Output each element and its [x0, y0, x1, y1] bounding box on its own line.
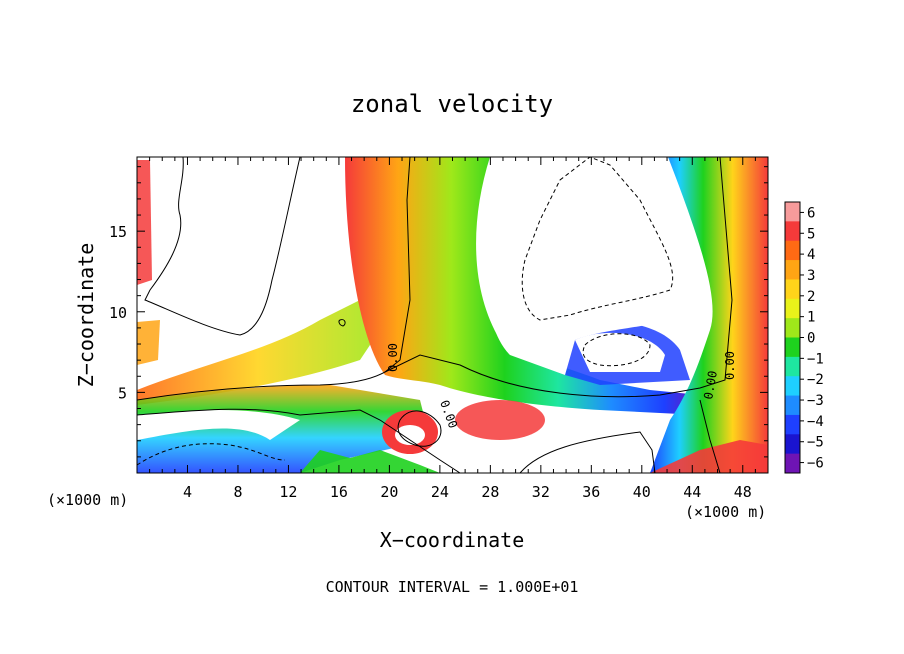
field-band-lower-left-blue [137, 385, 430, 473]
contour-lines [137, 157, 733, 473]
colorbar-tick-label: −5 [807, 435, 824, 451]
contour-lower-right [519, 431, 656, 473]
contour-label: 0.00 [723, 351, 737, 380]
colorbar-swatch [785, 260, 800, 280]
colorbar-swatch [785, 395, 800, 416]
colorbar-swatch [785, 318, 800, 338]
x-tick-label: 8 [233, 483, 242, 501]
field-wedge-left [137, 160, 152, 285]
colorbar-swatch [785, 240, 800, 261]
x-axis: 4 8 12 16 20 24 28 32 36 40 44 48 [149, 157, 756, 501]
colorbar-tick-label: −6 [807, 456, 824, 472]
colorbar-swatch [785, 453, 800, 474]
x-tick-label: 32 [532, 483, 550, 501]
colorbar-swatch [785, 221, 800, 242]
field-bottom-green [300, 450, 440, 473]
colorbar-tick-label: 4 [807, 247, 815, 263]
x-tick-label: 36 [582, 483, 600, 501]
colorbar-swatch [785, 202, 800, 222]
x-unit-label-left: (×1000 m) [47, 491, 128, 509]
contour-zero-band [384, 157, 733, 398]
x-tick-label: 20 [380, 483, 398, 501]
colorbar-swatch [785, 434, 800, 455]
contour-zero-main [137, 157, 411, 401]
colorbar-swatch [785, 414, 800, 435]
colorbar-tick-label: −4 [807, 414, 824, 430]
contour-zero-loop [397, 410, 442, 447]
colorbar-tick-label: 1 [807, 310, 815, 326]
field-jet-central [345, 157, 700, 415]
field-band-lower-left [137, 300, 380, 405]
colorbar-swatch [785, 376, 800, 397]
colorbar: 6 5 4 3 2 1 0 −1 −2 −3 −4 −5 −6 [784, 201, 824, 474]
contour-dashed-upper [521, 157, 674, 321]
contour-upper-left [144, 157, 301, 336]
colorbar-tick-label: −3 [807, 393, 824, 409]
x-tick-label: 4 [183, 483, 192, 501]
colorbar-tick-label: 2 [807, 289, 815, 305]
field-white-region [486, 160, 689, 375]
x-tick-label: 44 [683, 483, 701, 501]
x-tick-label: 40 [633, 483, 651, 501]
y-axis: 5 10 15 [109, 166, 768, 458]
field-lobe-b [455, 400, 545, 440]
colorbar-tick-label: −1 [807, 351, 824, 367]
x-tick-label: 16 [330, 483, 348, 501]
y-tick-label: 15 [109, 223, 127, 241]
color-field [137, 157, 768, 473]
x-unit-label-right: (×1000 m) [685, 503, 766, 521]
chart-title: zonal velocity [351, 90, 553, 118]
contour-dashed-lower-left [137, 443, 286, 466]
colorbar-swatch [785, 279, 800, 300]
colorbar-swatch [785, 356, 800, 377]
contour-small-loop [338, 319, 346, 327]
x-tick-label: 28 [481, 483, 499, 501]
field-wedge-left-mid [137, 320, 160, 365]
x-tick-label: 24 [431, 483, 449, 501]
colorbar-tick-label: 6 [807, 205, 815, 221]
colorbar-tick-label: −2 [807, 372, 824, 388]
colorbar-swatch [785, 298, 800, 319]
colorbar-tick-label: 3 [807, 268, 815, 284]
colorbar-tick-label: 0 [807, 331, 815, 347]
y-axis-label: Z−coordinate [74, 243, 98, 388]
field-bottom-right-red [650, 440, 768, 473]
contour-zero-lower [137, 408, 461, 473]
field-lobe-a-inner [395, 425, 425, 445]
x-axis-label: X−coordinate [380, 528, 525, 552]
field-right-column [650, 157, 768, 473]
contour-dashed-loop [582, 333, 651, 367]
contour-label: 0.00 [701, 370, 720, 401]
contour-zero-right-lower [699, 399, 721, 473]
y-tick-label: 10 [109, 304, 127, 322]
y-tick-label: 5 [118, 384, 127, 402]
x-tick-label: 12 [279, 483, 297, 501]
colorbar-tick-label: 5 [807, 226, 815, 242]
x-tick-label: 48 [734, 483, 752, 501]
field-right-loop-inner [575, 332, 665, 372]
contour-label: 0.00 [386, 343, 400, 372]
contour-interval-note: CONTOUR INTERVAL = 1.000E+01 [326, 578, 579, 596]
colorbar-swatch [785, 337, 800, 358]
